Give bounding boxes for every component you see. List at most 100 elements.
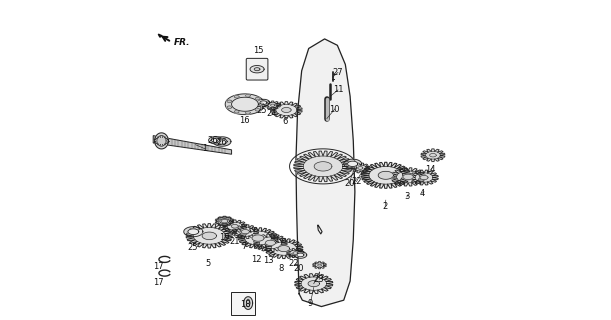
Polygon shape: [232, 97, 258, 111]
Polygon shape: [153, 136, 232, 154]
Text: 27: 27: [332, 68, 343, 77]
Text: 20: 20: [293, 264, 304, 273]
Polygon shape: [225, 94, 265, 115]
Polygon shape: [351, 163, 370, 173]
Polygon shape: [297, 253, 304, 257]
Polygon shape: [403, 174, 413, 180]
Polygon shape: [348, 161, 358, 166]
Polygon shape: [259, 103, 264, 106]
Polygon shape: [314, 162, 332, 171]
Polygon shape: [211, 138, 220, 142]
Text: 18: 18: [240, 300, 251, 309]
Polygon shape: [294, 252, 307, 258]
Polygon shape: [217, 139, 227, 144]
Polygon shape: [238, 228, 278, 248]
Text: 26: 26: [208, 136, 218, 145]
Text: FR.: FR.: [174, 38, 190, 47]
Text: 22: 22: [288, 259, 299, 268]
Polygon shape: [430, 154, 436, 157]
Polygon shape: [308, 281, 320, 287]
Polygon shape: [254, 68, 260, 71]
Text: 1: 1: [202, 144, 208, 153]
Text: 24: 24: [266, 109, 277, 118]
Text: 22: 22: [351, 177, 362, 186]
Polygon shape: [265, 239, 303, 259]
Polygon shape: [246, 112, 251, 114]
Text: 7: 7: [241, 242, 247, 251]
Polygon shape: [378, 171, 393, 179]
Polygon shape: [296, 39, 355, 307]
Polygon shape: [293, 252, 298, 254]
Text: 9: 9: [308, 299, 313, 308]
Text: 20: 20: [344, 180, 354, 188]
Polygon shape: [244, 297, 252, 309]
FancyBboxPatch shape: [230, 292, 255, 315]
Polygon shape: [188, 229, 199, 235]
Text: 6: 6: [282, 117, 288, 126]
Text: 21: 21: [229, 237, 240, 246]
Polygon shape: [186, 224, 232, 248]
Polygon shape: [227, 106, 232, 108]
Polygon shape: [313, 261, 326, 269]
Polygon shape: [213, 137, 231, 146]
Polygon shape: [294, 151, 353, 182]
Polygon shape: [421, 149, 445, 162]
Polygon shape: [271, 102, 302, 118]
Polygon shape: [157, 136, 166, 146]
Polygon shape: [287, 248, 304, 258]
Polygon shape: [221, 220, 228, 223]
Text: 25: 25: [257, 106, 267, 115]
Polygon shape: [271, 104, 275, 106]
Polygon shape: [420, 175, 428, 180]
Polygon shape: [234, 110, 239, 113]
FancyBboxPatch shape: [246, 58, 268, 80]
Polygon shape: [227, 100, 232, 102]
Text: 17: 17: [153, 262, 164, 271]
Polygon shape: [216, 217, 233, 226]
Polygon shape: [215, 216, 234, 226]
Text: 3: 3: [404, 192, 409, 202]
Text: 14: 14: [425, 165, 436, 174]
Polygon shape: [252, 235, 264, 241]
Polygon shape: [254, 234, 287, 252]
Polygon shape: [318, 264, 321, 266]
Text: 12: 12: [251, 255, 262, 264]
Polygon shape: [241, 229, 249, 234]
Polygon shape: [390, 168, 425, 186]
Polygon shape: [158, 34, 162, 37]
Text: 13: 13: [263, 256, 274, 265]
Text: 10: 10: [329, 105, 340, 114]
Polygon shape: [357, 167, 363, 169]
Text: 4: 4: [420, 188, 425, 198]
Polygon shape: [234, 95, 239, 98]
Polygon shape: [344, 159, 362, 169]
Polygon shape: [220, 219, 229, 224]
Polygon shape: [202, 232, 216, 240]
Text: 5: 5: [205, 259, 210, 268]
Polygon shape: [361, 162, 411, 188]
Text: 15: 15: [253, 45, 263, 55]
Polygon shape: [295, 274, 333, 293]
Polygon shape: [278, 245, 290, 252]
Polygon shape: [257, 99, 270, 106]
Polygon shape: [246, 94, 251, 97]
Polygon shape: [255, 108, 260, 111]
Polygon shape: [223, 220, 247, 233]
Text: 25: 25: [187, 243, 197, 252]
Text: 16: 16: [239, 116, 250, 125]
Polygon shape: [410, 170, 438, 185]
Polygon shape: [184, 227, 203, 237]
Text: 2: 2: [382, 202, 388, 211]
Text: 17: 17: [153, 278, 164, 287]
Polygon shape: [255, 97, 260, 100]
Polygon shape: [155, 133, 169, 149]
Text: 19: 19: [219, 233, 229, 242]
Polygon shape: [260, 101, 267, 105]
Polygon shape: [265, 240, 276, 245]
Text: 26: 26: [217, 138, 227, 147]
Polygon shape: [265, 101, 280, 109]
Polygon shape: [282, 108, 291, 112]
Polygon shape: [250, 66, 264, 73]
Text: 23: 23: [314, 275, 324, 284]
Text: 11: 11: [333, 85, 343, 94]
